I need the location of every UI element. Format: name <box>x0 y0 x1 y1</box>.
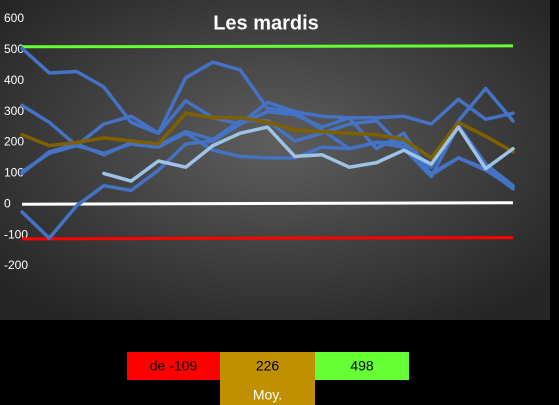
reference-line <box>21 236 514 241</box>
summary-value: 226 <box>256 358 280 374</box>
series-line <box>20 111 515 160</box>
y-tick-label: -200 <box>4 258 28 272</box>
reference-line <box>21 201 514 206</box>
y-tick-label: 0 <box>4 196 11 210</box>
y-tick-label: 500 <box>4 42 24 56</box>
summary-caption: Moy. <box>253 387 282 403</box>
summary-value: de -109 <box>150 358 198 374</box>
series-line <box>20 131 515 190</box>
summary-caption-box <box>220 380 315 405</box>
summary-value: 498 <box>350 358 374 374</box>
y-tick-label: 100 <box>4 166 24 180</box>
summary-box <box>127 352 220 380</box>
summary-box <box>315 352 409 380</box>
summary-box <box>220 352 315 380</box>
chart-title: Les mardis <box>213 12 319 34</box>
series-line <box>102 125 515 183</box>
y-tick-label: 300 <box>4 104 24 118</box>
y-tick-label: 200 <box>4 135 24 149</box>
y-tick-label: 600 <box>4 11 24 25</box>
series-line <box>20 86 515 240</box>
y-tick-label: 400 <box>4 73 24 87</box>
series-line <box>20 46 515 135</box>
reference-line <box>21 44 514 49</box>
